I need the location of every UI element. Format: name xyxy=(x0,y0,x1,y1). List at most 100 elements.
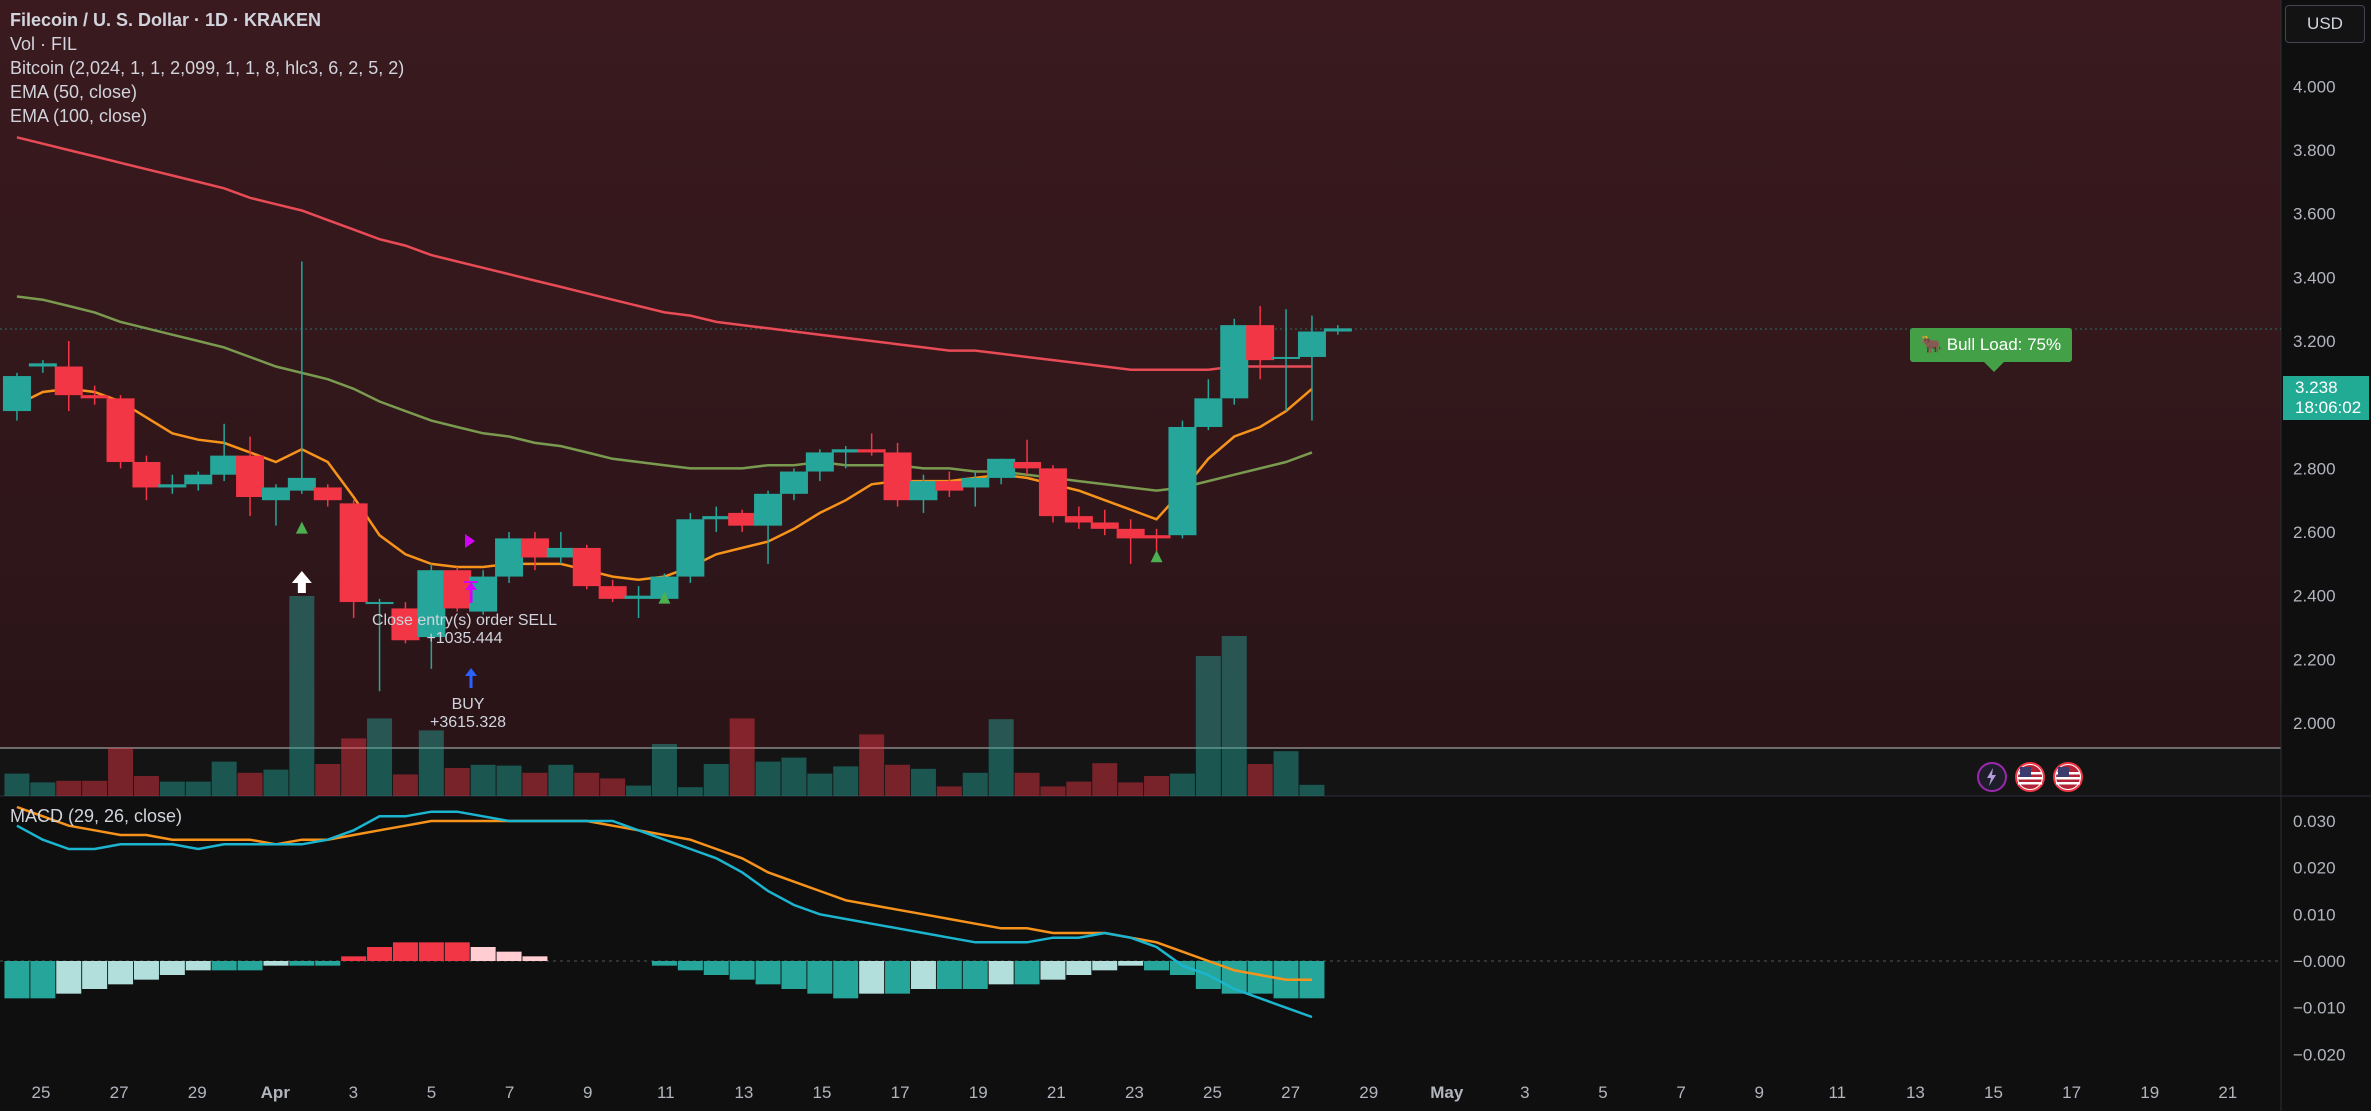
price-axis-label: 3.600 xyxy=(2293,205,2336,224)
volume-bar xyxy=(807,773,833,796)
us-flag-icon[interactable] xyxy=(2053,762,2083,792)
volume-bar xyxy=(211,761,237,796)
macd-histogram-bar xyxy=(30,961,56,999)
candle-body xyxy=(650,576,679,599)
macd-histogram-bar xyxy=(341,956,367,961)
candle-body xyxy=(728,512,757,526)
chart-legend: Filecoin / U. S. Dollar · 1D · KRAKEN Vo… xyxy=(10,8,404,128)
candle-body xyxy=(1038,468,1067,517)
time-axis-label: 29 xyxy=(188,1083,207,1102)
time-axis-label: 11 xyxy=(1828,1083,1846,1102)
volume-bar xyxy=(392,774,418,796)
macd-histogram-bar xyxy=(418,942,444,961)
time-axis-label: 13 xyxy=(1906,1083,1925,1102)
macd-histogram-bar xyxy=(4,961,30,999)
macd-histogram-bar xyxy=(392,942,418,961)
buy-value: +3615.328 xyxy=(430,714,507,731)
volume-bar xyxy=(600,778,626,796)
price-axis-label: 2.400 xyxy=(2293,587,2336,606)
candle-body xyxy=(106,398,135,462)
volume-bar xyxy=(1195,656,1221,796)
macd-histogram-bar xyxy=(289,961,315,966)
candle-body xyxy=(158,484,187,488)
volume-bar xyxy=(885,764,911,796)
volume-bar xyxy=(910,768,936,796)
candle-body xyxy=(236,455,265,498)
time-axis-label: 3 xyxy=(1520,1083,1529,1102)
macd-histogram-bar xyxy=(82,961,108,989)
macd-histogram-bar xyxy=(833,961,859,999)
macd-histogram-bar xyxy=(781,961,807,989)
candle-body xyxy=(28,363,57,367)
macd-histogram-bar xyxy=(1040,961,1066,980)
price-axis-label: 2.200 xyxy=(2293,650,2336,669)
candle-body xyxy=(1272,356,1301,359)
volume-bar xyxy=(626,785,652,796)
volume-bar xyxy=(289,596,315,796)
candle-body xyxy=(546,547,575,558)
ema50-indicator-label[interactable]: EMA (50, close) xyxy=(10,82,138,102)
candle-body xyxy=(1297,331,1326,357)
macd-histogram-bar xyxy=(936,961,962,989)
time-axis-label: 7 xyxy=(1676,1083,1685,1102)
candle-body xyxy=(54,366,83,396)
candle-body xyxy=(2,376,31,412)
macd-histogram-bar xyxy=(237,961,263,971)
candle-body xyxy=(313,487,342,501)
macd-histogram-bar xyxy=(1014,961,1040,985)
last-price: 3.238 xyxy=(2295,378,2338,397)
macd-histogram-bar xyxy=(108,961,134,985)
time-axis-label: 9 xyxy=(1754,1083,1763,1102)
ema50-line xyxy=(16,295,1313,492)
macd-histogram-bar xyxy=(1092,961,1118,971)
lightning-icon[interactable] xyxy=(1977,762,2007,792)
volume-indicator-label[interactable]: Vol · FIL xyxy=(10,34,78,54)
candle-body xyxy=(339,503,368,603)
time-axis-label: 21 xyxy=(1047,1083,1066,1102)
currency-button[interactable]: USD xyxy=(2285,5,2365,43)
time-axis-label: 5 xyxy=(427,1083,436,1102)
price-axis-label: 3.200 xyxy=(2293,332,2336,351)
volume-bar xyxy=(418,730,444,796)
macd-histogram-bar xyxy=(703,961,729,975)
volume-bar xyxy=(367,718,393,796)
volume-bar xyxy=(1169,773,1195,796)
macd-histogram-bar xyxy=(807,961,833,994)
candle-body xyxy=(1168,426,1197,536)
volume-bar xyxy=(1066,781,1092,796)
price-axis-label: 2.600 xyxy=(2293,523,2336,542)
time-axis-label: 19 xyxy=(2140,1083,2159,1102)
volume-bar xyxy=(1273,751,1299,796)
candle-body xyxy=(935,481,964,491)
macd-histogram-bar xyxy=(910,961,936,989)
candle-body xyxy=(1013,461,1042,469)
macd-histogram-bar xyxy=(133,961,159,980)
symbol-title[interactable]: Filecoin / U. S. Dollar · 1D · KRAKEN xyxy=(10,10,322,30)
close-entry-annotation: Close entry(s) order SELL +1035.444 xyxy=(372,612,557,648)
macd-signal-line xyxy=(16,805,1312,981)
volume-bar xyxy=(677,787,703,796)
bitcoin-indicator-label[interactable]: Bitcoin (2,024, 1, 1, 2,099, 1, 1, 8, hl… xyxy=(10,58,405,78)
candle-body xyxy=(132,461,161,488)
volume-bar xyxy=(729,718,755,796)
ema100-indicator-label[interactable]: EMA (100, close) xyxy=(10,106,148,126)
time-axis-label: 27 xyxy=(110,1083,129,1102)
macd-histogram-bar xyxy=(677,961,703,971)
macd-axis-label: −0.020 xyxy=(2293,1045,2345,1064)
us-flag-icon[interactable] xyxy=(2015,762,2045,792)
time-axis-label: 23 xyxy=(1125,1083,1144,1102)
candle-body xyxy=(391,608,420,641)
candle-body xyxy=(624,595,653,599)
time-axis-label: 9 xyxy=(583,1083,592,1102)
volume-bar xyxy=(159,781,185,796)
time-axis-label: 11 xyxy=(657,1083,675,1102)
close-order-arrow-icon xyxy=(291,571,312,593)
volume-bar xyxy=(185,781,211,796)
candle-body xyxy=(1220,325,1249,399)
candle-body xyxy=(520,538,549,558)
bullish-signal-marker xyxy=(658,591,671,604)
macd-histogram-bar xyxy=(1144,961,1170,971)
macd-indicator-label[interactable]: MACD (29, 26, close) xyxy=(10,806,183,826)
time-axis-label: 5 xyxy=(1598,1083,1607,1102)
